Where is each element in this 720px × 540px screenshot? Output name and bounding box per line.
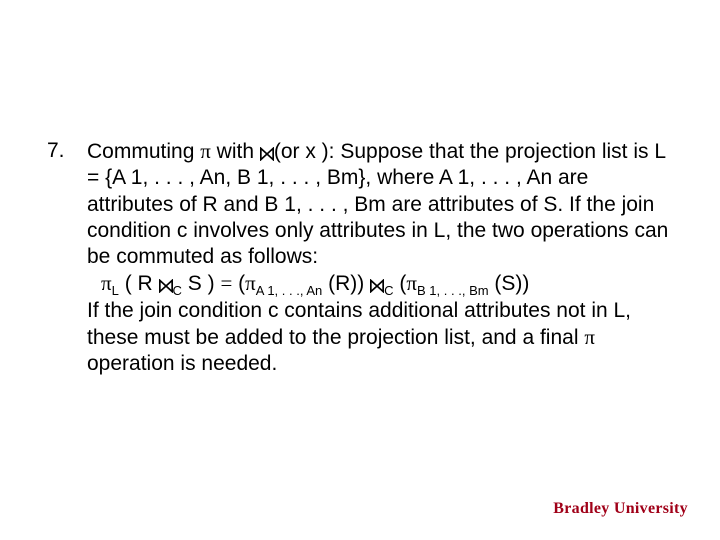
subscript: B 1, . . ., Bm bbox=[417, 283, 489, 298]
text-fragment: S ) bbox=[182, 272, 221, 295]
join-icon bbox=[260, 144, 274, 165]
text-fragment: ( bbox=[394, 272, 407, 295]
footer-branding: Bradley University bbox=[553, 500, 688, 518]
text-fragment: ( bbox=[232, 272, 245, 295]
text-fragment: ( R bbox=[119, 272, 159, 295]
text-fragment: Commuting bbox=[87, 140, 200, 163]
text-fragment: operation is needed. bbox=[87, 352, 277, 375]
text-fragment: with bbox=[211, 140, 260, 163]
subscript: L bbox=[112, 283, 119, 298]
pi-symbol: π bbox=[101, 271, 112, 295]
body-text: Commuting π with (or x ): Suppose that t… bbox=[87, 138, 673, 377]
slide: 7. Commuting π with (or x ): Suppose tha… bbox=[0, 0, 720, 540]
text-fragment: If the join condition c contains additio… bbox=[87, 299, 631, 349]
pi-symbol: π bbox=[245, 271, 256, 295]
subscript: A 1, . . ., An bbox=[256, 283, 323, 298]
text-fragment: (S)) bbox=[489, 272, 530, 295]
equals-symbol: = bbox=[220, 271, 232, 295]
item-number: 7. bbox=[47, 138, 87, 164]
subscript: C bbox=[384, 283, 393, 298]
text-fragment: (R)) bbox=[322, 272, 370, 295]
formula-line: πL ( R C S ) = (πA 1, . . ., An (R)) C (… bbox=[87, 270, 673, 297]
subscript: C bbox=[173, 283, 182, 298]
join-icon bbox=[370, 276, 384, 297]
pi-symbol: π bbox=[200, 139, 211, 163]
join-icon bbox=[159, 276, 173, 297]
pi-symbol: π bbox=[406, 271, 417, 295]
list-item-7: 7. Commuting π with (or x ): Suppose tha… bbox=[47, 138, 673, 377]
pi-symbol: π bbox=[584, 325, 595, 349]
